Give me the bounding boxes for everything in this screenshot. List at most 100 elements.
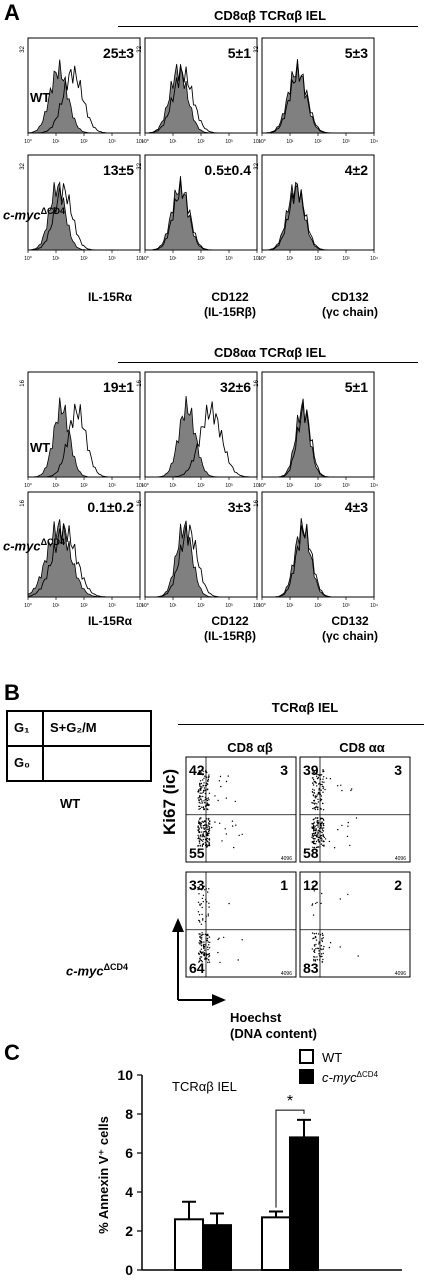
panel-b-row2-sup: ΔCD4 xyxy=(103,962,129,972)
histogram-xtick-label: 10¹ xyxy=(52,256,60,262)
dotplot-event xyxy=(347,893,349,896)
dotplot-event xyxy=(199,818,201,820)
dotplot-event xyxy=(205,822,207,824)
dotplot-event xyxy=(322,786,325,788)
panel-b-header-rule xyxy=(178,724,424,725)
dotplot-event xyxy=(320,795,322,797)
dotplot-event xyxy=(200,802,202,804)
dotplot-event xyxy=(313,846,316,849)
dotplot-event xyxy=(313,789,315,791)
dotplot-event xyxy=(203,954,205,956)
histogram-xtick-label: 10⁰ xyxy=(24,139,32,145)
dotplot-event xyxy=(198,820,200,822)
panel-a-letter: A xyxy=(4,0,20,25)
dotplot-event xyxy=(207,948,209,951)
dotplot-event xyxy=(314,832,316,835)
dotplot-event xyxy=(317,774,319,776)
block1-row-myc-sup: ΔCD4 xyxy=(40,206,66,216)
block1-col2-label: CD122 (IL-15Rβ) xyxy=(190,290,270,320)
dotplot-quadrant-ur: 3 xyxy=(280,762,288,778)
histogram-stat: 4±2 xyxy=(345,162,368,178)
histogram-xtick-label: 10¹ xyxy=(169,603,177,609)
dotplot-event xyxy=(202,919,204,921)
dotplot-event xyxy=(317,947,320,950)
dotplot-event xyxy=(207,778,209,781)
dotplot-event xyxy=(208,906,210,908)
dotplot-event xyxy=(207,804,210,807)
dotplot-event xyxy=(320,799,322,802)
dotplot-event xyxy=(321,940,324,943)
dotplot-event xyxy=(204,802,206,804)
dotplot-event xyxy=(208,828,210,831)
dotplot-event xyxy=(320,948,322,950)
dotplot-event xyxy=(315,828,317,830)
dotplot-event xyxy=(347,821,349,824)
histogram-stat: 13±5 xyxy=(103,162,134,178)
dotplot-event xyxy=(313,937,315,939)
dotplot-axis-max: 4096 xyxy=(395,971,406,977)
block2-col3-l2: (γc chain) xyxy=(321,629,378,643)
dotplot-event xyxy=(311,772,314,774)
panel-b-header: TCRαβ IEL xyxy=(271,700,339,715)
dotplot-event xyxy=(322,802,324,805)
dotplot-event xyxy=(201,769,204,771)
y-tick-label: 8 xyxy=(125,1106,133,1122)
dotplot-event xyxy=(322,771,324,773)
histogram-xtick-label: 10⁰ xyxy=(141,256,149,262)
dotplot-event xyxy=(206,771,208,774)
dotplot-event xyxy=(321,838,323,840)
dotplot-event xyxy=(317,829,319,831)
dotplot-event xyxy=(234,800,236,803)
legend-label-myc-sup: ΔCD4 xyxy=(357,1070,379,1079)
dotplot-event xyxy=(311,802,313,804)
dotplot-event xyxy=(339,946,341,948)
dotplot-event xyxy=(311,948,313,950)
histogram-ymax: 32 xyxy=(137,162,143,169)
dotplot-event xyxy=(204,920,207,923)
dotplot-event xyxy=(319,826,321,829)
panel-c-letter: C xyxy=(4,1040,20,1065)
dotplot-event xyxy=(206,828,208,830)
dotplot-quadrant-ul: 39 xyxy=(303,762,319,778)
block1-col3-label: CD132 (γc chain) xyxy=(305,290,395,320)
dotplot-event xyxy=(200,956,203,958)
dotplot-event xyxy=(314,951,316,954)
dotplot-event xyxy=(311,932,314,934)
dotplot-event xyxy=(198,836,200,838)
dotplot-event xyxy=(208,822,210,824)
histogram-xtick-label: 10² xyxy=(197,139,205,145)
dotplot-event xyxy=(337,785,339,787)
histogram-xtick-label: 10⁰ xyxy=(258,139,266,145)
dotplot-event xyxy=(349,844,351,847)
dotplot-event xyxy=(198,920,200,922)
dotplot-quadrant-ll: 55 xyxy=(189,845,205,861)
dotplot-quadrant-ur: 3 xyxy=(394,762,402,778)
dotplot-event xyxy=(208,844,211,847)
block1-header-rule xyxy=(118,26,418,27)
dotplot-event xyxy=(207,954,209,956)
dotplot-event xyxy=(208,936,211,938)
dotplot-event xyxy=(205,805,208,807)
dotplot-event xyxy=(323,781,325,783)
histogram-outline-curve xyxy=(145,180,257,251)
dotplot-event xyxy=(202,821,204,823)
dotplot-event xyxy=(201,792,203,794)
dotplot-event xyxy=(314,808,316,811)
dotplot-event xyxy=(200,831,202,833)
dotplot-event xyxy=(316,785,318,787)
histogram-xtick-label: 10⁰ xyxy=(24,603,32,609)
histogram-xtick-label: 10¹ xyxy=(52,483,60,489)
dotplot-event xyxy=(312,834,314,836)
y-tick-label: 2 xyxy=(125,1223,133,1239)
dotplot-event xyxy=(199,787,201,790)
dotplot-event xyxy=(199,959,201,961)
block2-row-myc-text: c-myc xyxy=(3,538,41,554)
dotplot-event xyxy=(320,953,323,955)
dotplot-event xyxy=(318,840,321,843)
dotplot-event xyxy=(199,817,201,819)
dotplot-event xyxy=(315,797,317,799)
legend-g1: G₁ xyxy=(14,720,30,735)
dotplot-quadrant-ll: 58 xyxy=(303,845,319,861)
dotplot-event xyxy=(204,827,206,829)
dotplot-event xyxy=(241,939,243,941)
